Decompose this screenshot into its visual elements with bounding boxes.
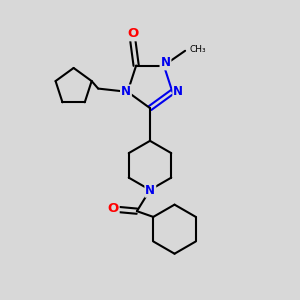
Text: O: O xyxy=(127,27,139,40)
Text: N: N xyxy=(173,85,183,98)
Text: CH₃: CH₃ xyxy=(189,45,206,54)
Text: N: N xyxy=(121,85,131,98)
Text: N: N xyxy=(160,56,170,69)
Text: N: N xyxy=(145,184,155,197)
Text: O: O xyxy=(107,202,119,215)
